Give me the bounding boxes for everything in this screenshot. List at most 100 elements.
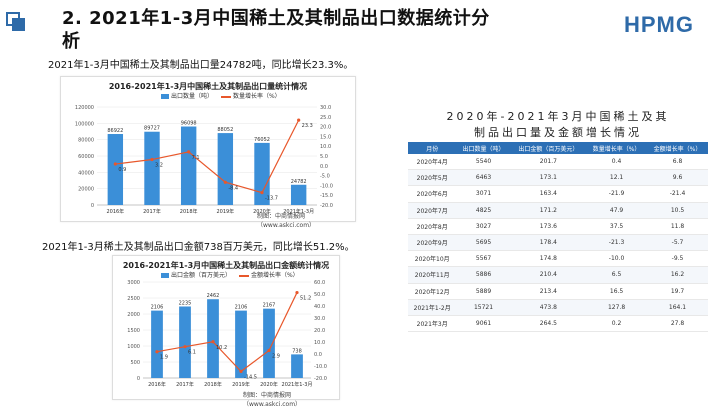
growth-rate-point [183,345,187,349]
table-cell: 174.8 [510,250,587,268]
table-cell: 2021年1-2月 [408,299,457,316]
table-cell: 171.2 [510,202,587,219]
chart-title: 2016-2021年1-3月中国稀土及其制品出口金额统计情况 [122,261,330,270]
bar [180,126,197,205]
bar-data-label: 2167 [263,303,276,309]
legend-line-swatch [220,95,231,98]
table-row: 2020年8月 3027 173.6 37.5 11.8 [408,218,708,235]
table-cell: 2020年4月 [408,154,457,171]
right-tick-label: -10.0 [314,364,327,370]
table-cell: 201.7 [510,154,587,171]
bar-data-label: 738 [292,348,302,354]
table-cell: -21.4 [647,185,708,203]
table-cell: 210.4 [510,266,587,284]
table-cell: 3027 [456,218,511,235]
table-header-cell: 月份 [408,142,457,154]
right-tick-label: 20.0 [320,125,331,131]
right-tick-label: -5.0 [320,174,330,180]
x-tick-label: 2016年 [148,381,166,388]
table-header-cell: 金额增长率（%） [647,142,708,154]
table-row: 2020年9月 5695 178.4 -21.3 -5.7 [408,234,708,252]
table-cell: 2020年9月 [408,234,457,252]
growth-rate-label: 1.9 [160,355,168,361]
growth-rate-label: 0.9 [118,167,126,173]
table-cell: 2020年7月 [408,202,457,219]
left-tick-label: 100000 [75,121,94,127]
table-row: 2021年3月 9061 264.5 0.2 27.8 [408,315,708,333]
growth-rate-label: 3.2 [155,163,163,169]
chart-canvas: 3000 2500 2000 1500 1000 500 0 60.0 50.0 40.0 30.0… [127,280,327,388]
table-cell: 10.5 [647,202,708,219]
table-cell: 163.4 [510,185,587,203]
left-tick-label: 3000 [127,280,140,286]
legend-line-label: 金额增长率（%） [250,272,299,279]
growth-rate-point [295,290,299,295]
legend-line-label: 数量增长率（%） [232,93,281,100]
table-cell: -21.9 [586,185,648,203]
right-tick-label: 25.0 [320,115,331,121]
left-tick-label: 0 [91,203,94,209]
table-cell: -10.0 [586,250,648,268]
table-cell: -5.7 [647,234,708,252]
right-tick-label: -20.0 [314,376,327,382]
growth-rate-point [211,340,215,344]
right-tick-label: 10.0 [314,340,325,346]
table-title: 2020年-2021年3月中国稀土及其 制品出口量及金额增长情况 [408,109,708,141]
right-tick-label: 50.0 [314,292,325,298]
table-cell: 2020年8月 [408,218,457,235]
right-tick-label: 10.0 [320,144,331,150]
right-tick-label: 0.0 [320,164,328,170]
bar-data-label: 24782 [291,179,307,185]
table-cell: 12.1 [586,169,648,187]
bar [263,308,275,378]
table-cell: 2020年10月 [408,250,457,268]
table-cell: 127.8 [586,299,648,316]
table-cell: 5889 [456,283,511,300]
bar [254,142,270,205]
growth-rate-point [113,162,117,166]
table-title-line2: 制品出口量及金额增长情况 [474,126,642,139]
x-tick-label: 2021年1-3月 [283,208,314,215]
growth-rate-label: 7.1 [192,155,200,161]
table-cell: 6.5 [586,266,648,284]
bar [151,310,163,378]
export-monthly-table: 月份 出口数量（吨） 出口金额（百万美元） 数量增长率（%） 金额增长率（%） 2020… [408,142,708,333]
chart-source: 制图：中商情报网（www.askci.com） [257,213,316,229]
volume-caption: 2021年1-3月中国稀土及其制品出口量24782吨，同比增长23.3%。 [48,60,354,71]
logo-mark-icon [6,12,26,32]
bar-data-label: 2106 [151,305,164,311]
growth-rate-point [223,180,227,184]
table-cell: 213.4 [510,283,587,300]
bar [144,131,160,205]
chart-canvas: 120000 100000 80000 60000 40000 20000 0 30.0 25.… [75,105,333,215]
left-tick-label: 60000 [78,154,94,160]
growth-rate-label: -13.7 [265,196,278,202]
table-title-line1: 2020年-2021年3月中国稀土及其 [446,110,670,123]
table-header-cell: 数量增长率（%） [586,142,648,154]
x-tick-label: 2017年 [143,208,161,215]
table-cell: 2020年11月 [408,266,457,284]
chart-title: 2016-2021年1-3月中国稀土及其制品出口量统计情况 [108,82,308,91]
table-cell: 2021年3月 [408,315,457,333]
x-tick-label: 2020年 [260,381,278,388]
brand-logo: HPMG [624,12,694,37]
table-row: 2020年11月 5886 210.4 6.5 16.2 [408,266,708,284]
table-row: 2020年10月 5567 174.8 -10.0 -9.5 [408,250,708,268]
export-value-chart: 2016-2021年1-3月中国稀土及其制品出口金额统计情况 出口金额（百万美元… [112,255,340,408]
x-tick-label: 2018年 [180,208,198,215]
table-row: 2021年1-2月 15721 473.8 127.8 164.1 [408,299,708,316]
left-tick-label: 500 [130,360,140,366]
slide-title-continued: 析 [62,31,80,52]
table-cell: 4825 [456,202,511,219]
bar-data-label: 76052 [254,137,270,143]
bar-data-label: 96098 [181,121,197,127]
table-cell: 178.4 [510,234,587,252]
table-cell: 5567 [456,250,511,268]
right-tick-label: 0.0 [314,352,322,358]
bar [207,299,219,378]
x-tick-label: 2017年 [176,381,194,388]
table-cell: 9061 [456,315,511,333]
left-tick-label: 40000 [78,170,94,176]
table-cell: 473.8 [510,299,587,316]
table-cell: 16.5 [586,283,648,300]
